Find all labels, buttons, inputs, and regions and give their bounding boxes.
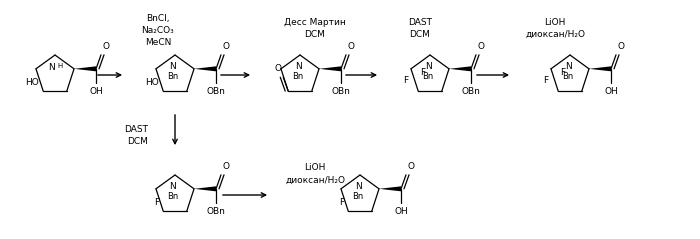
Text: Bn: Bn	[422, 72, 433, 81]
Text: LiOH: LiOH	[545, 17, 566, 27]
Text: диоксан/H₂O: диоксан/H₂O	[525, 29, 585, 38]
Text: O: O	[617, 42, 624, 51]
Text: DCM: DCM	[127, 137, 148, 147]
Text: F: F	[560, 68, 566, 77]
Text: Na₂CO₃: Na₂CO₃	[141, 26, 174, 34]
Text: OBn: OBn	[461, 87, 480, 96]
Text: N: N	[48, 63, 55, 72]
Text: F: F	[154, 198, 159, 207]
Text: O: O	[102, 42, 109, 51]
Text: LiOH: LiOH	[304, 163, 326, 173]
Text: O: O	[222, 42, 229, 51]
Text: OH: OH	[89, 87, 103, 96]
Text: DAST: DAST	[408, 17, 432, 27]
Text: O: O	[407, 162, 414, 171]
Text: O: O	[347, 42, 354, 51]
Text: F: F	[420, 68, 426, 77]
Text: OBn: OBn	[206, 87, 225, 96]
Polygon shape	[194, 186, 216, 191]
Polygon shape	[74, 66, 96, 71]
Text: N: N	[425, 62, 431, 71]
Text: H: H	[57, 63, 62, 69]
Text: O: O	[477, 42, 484, 51]
Text: MeCN: MeCN	[145, 38, 172, 47]
Text: диоксан/H₂O: диоксан/H₂O	[285, 175, 345, 185]
Text: HO: HO	[25, 78, 39, 87]
Text: F: F	[339, 198, 344, 207]
Text: BnCl,: BnCl,	[146, 13, 169, 22]
Text: Bn: Bn	[352, 192, 363, 201]
Polygon shape	[319, 66, 341, 71]
Text: Десс Мартин: Десс Мартин	[284, 17, 346, 27]
Polygon shape	[449, 66, 471, 71]
Text: OBn: OBn	[206, 207, 225, 216]
Text: OBn: OBn	[332, 87, 351, 96]
Text: F: F	[543, 76, 548, 85]
Text: Bn: Bn	[167, 72, 178, 81]
Polygon shape	[194, 66, 216, 71]
Text: Bn: Bn	[562, 72, 573, 81]
Text: Bn: Bn	[167, 192, 178, 201]
Text: N: N	[169, 62, 176, 71]
Text: N: N	[355, 182, 361, 191]
Polygon shape	[589, 66, 611, 71]
Text: O: O	[274, 64, 281, 73]
Text: N: N	[565, 62, 571, 71]
Text: DCM: DCM	[304, 29, 326, 38]
Polygon shape	[379, 186, 401, 191]
Text: OH: OH	[604, 87, 618, 96]
Text: N: N	[295, 62, 302, 71]
Text: DCM: DCM	[410, 29, 430, 38]
Text: F: F	[403, 76, 408, 85]
Text: DAST: DAST	[124, 125, 148, 135]
Text: Bn: Bn	[293, 72, 304, 81]
Text: OH: OH	[394, 207, 408, 216]
Text: N: N	[169, 182, 176, 191]
Text: O: O	[222, 162, 229, 171]
Text: HO: HO	[146, 78, 159, 87]
